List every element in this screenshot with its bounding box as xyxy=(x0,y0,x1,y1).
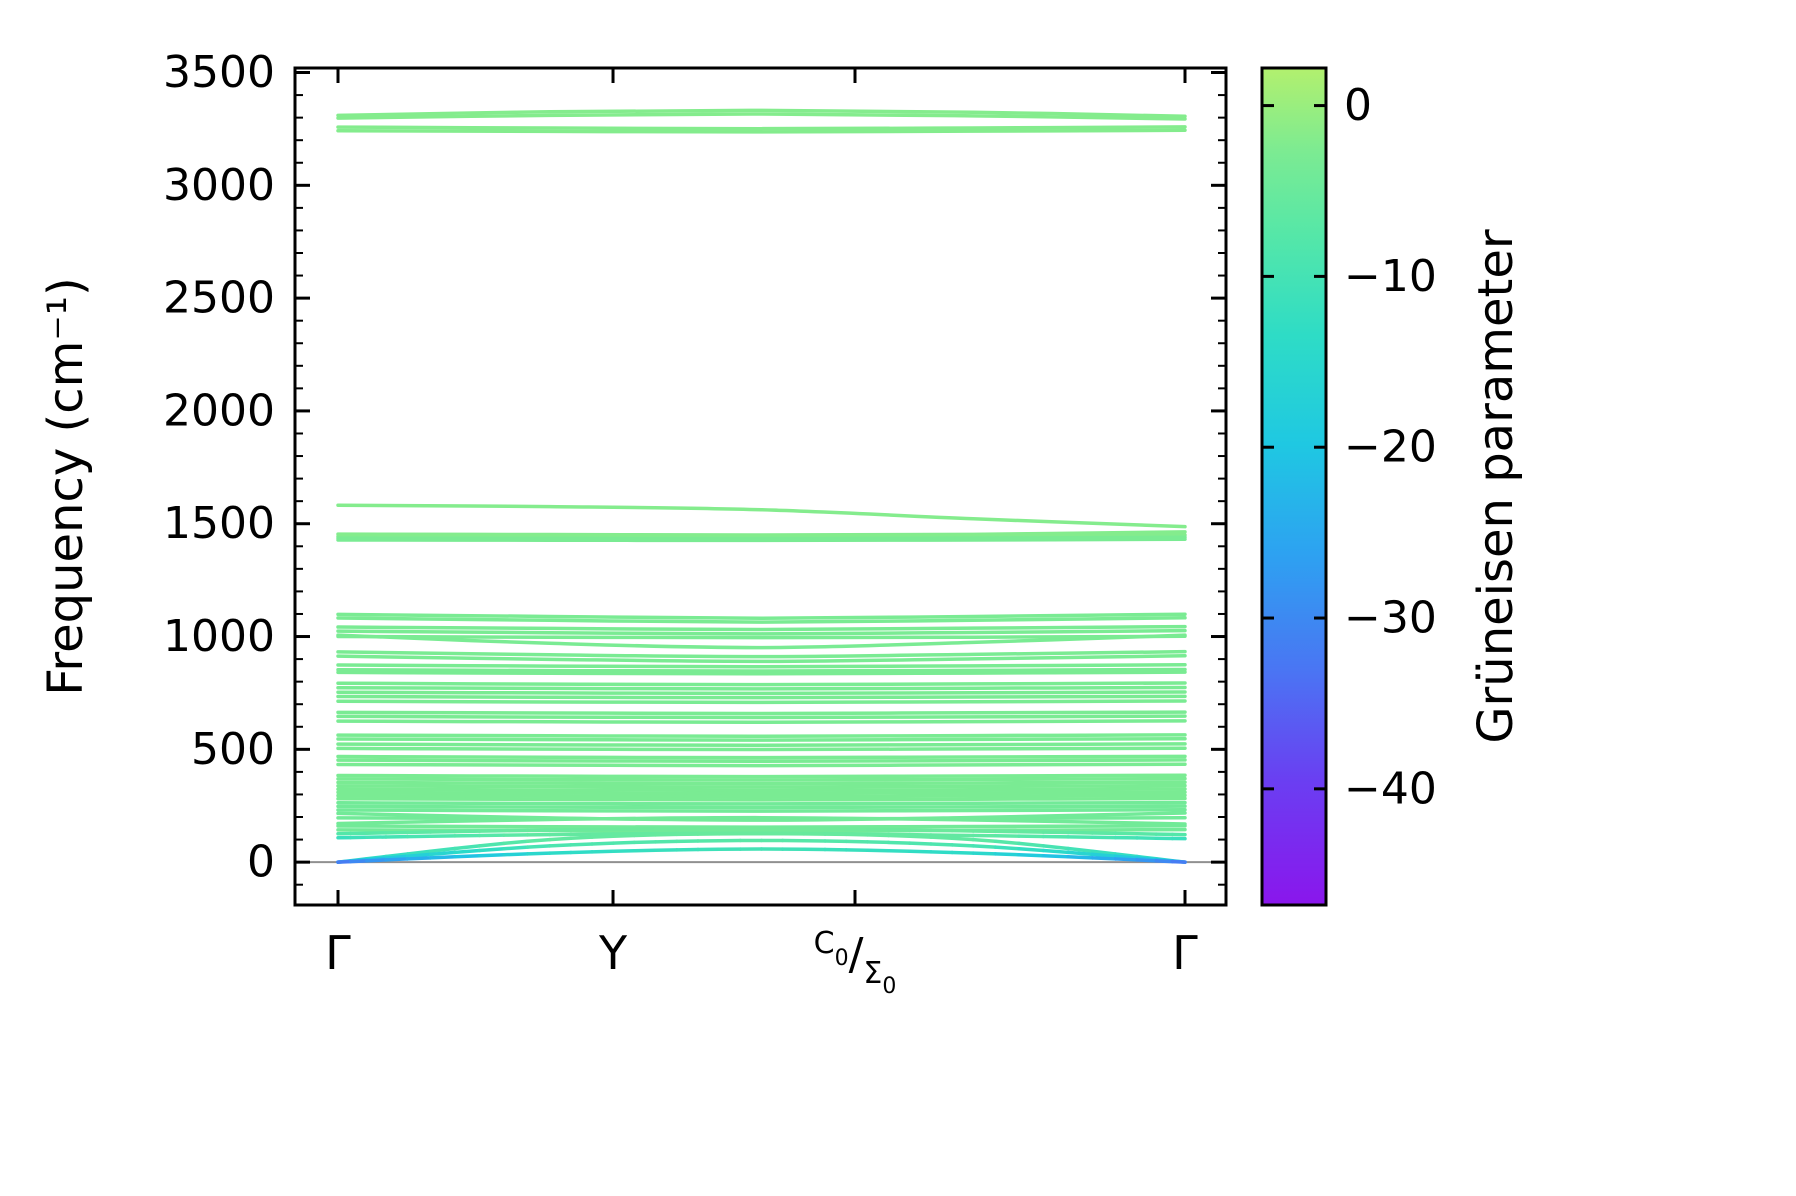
svg-text:−30: −30 xyxy=(1344,593,1437,644)
axes-frame xyxy=(293,66,1228,907)
svg-text:3000: 3000 xyxy=(163,160,275,211)
svg-text:1000: 1000 xyxy=(163,611,275,662)
svg-text:2500: 2500 xyxy=(163,273,275,324)
svg-text:2000: 2000 xyxy=(163,385,275,436)
svg-text:−20: −20 xyxy=(1344,422,1437,473)
svg-text:500: 500 xyxy=(191,724,275,775)
svg-text:3500: 3500 xyxy=(163,47,275,98)
svg-text:Γ: Γ xyxy=(1172,926,1198,980)
svg-text:1500: 1500 xyxy=(163,498,275,549)
svg-text:0: 0 xyxy=(1344,80,1372,131)
y-axis-label: Frequency (cm⁻¹) xyxy=(38,277,94,695)
svg-text:−10: −10 xyxy=(1344,251,1437,302)
colorbar: 0 −10 −20 −30 −40 Grüneisen parameter xyxy=(1260,66,1524,907)
colorbar-label: Grüneisen parameter xyxy=(1468,229,1524,744)
x-axis-ticks: Γ Y C0/Σ0 Γ xyxy=(325,68,1198,999)
phonon-bands xyxy=(336,108,1187,864)
y-axis-ticks: 0 500 1000 1500 2000 2500 3000 3500 xyxy=(163,47,1226,888)
svg-text:C0/Σ0: C0/Σ0 xyxy=(814,926,897,999)
svg-text:0: 0 xyxy=(247,837,275,888)
svg-text:Y: Y xyxy=(598,926,628,980)
svg-text:Γ: Γ xyxy=(325,926,351,980)
svg-text:−40: −40 xyxy=(1344,763,1437,814)
